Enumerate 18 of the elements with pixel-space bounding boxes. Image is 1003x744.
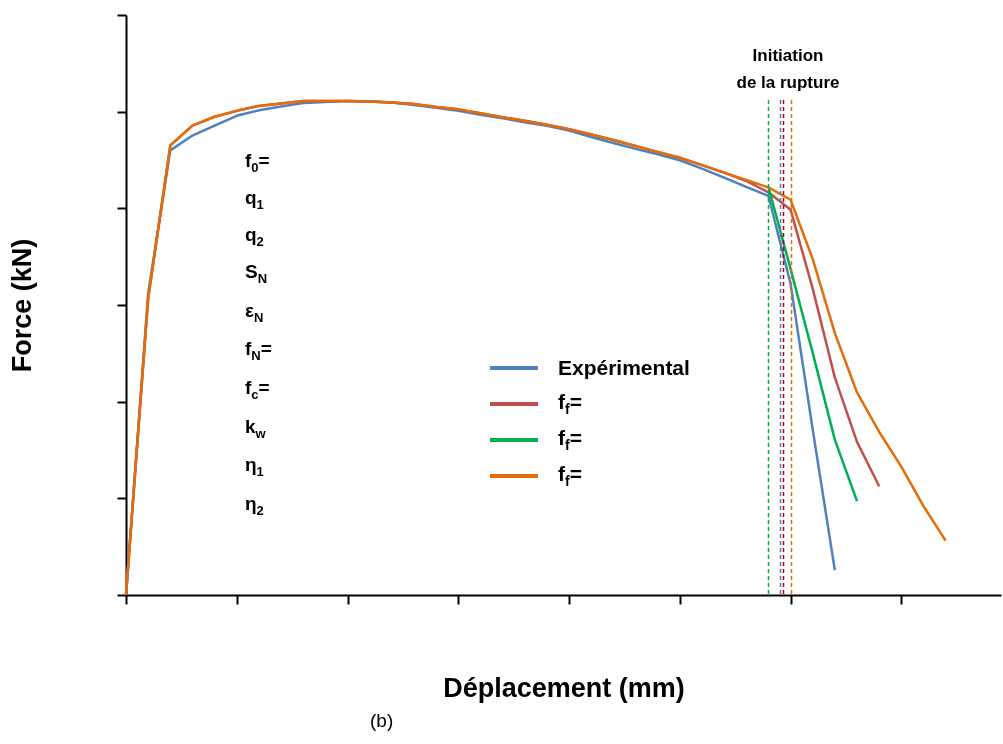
- legend-label: Expérimental: [558, 356, 690, 380]
- annotation: η$_{2}$: [245, 493, 264, 518]
- x-axis-title: Déplacement (mm): [443, 672, 685, 703]
- annotation: S$_{N}$: [245, 261, 268, 286]
- text: Initiation de la rupture: [735, 45, 841, 94]
- annotation: f$_{0}$=: [245, 150, 270, 175]
- annotation: q$_{2}$: [245, 224, 264, 249]
- text: (b): [370, 710, 394, 732]
- annotation: ε$_{N}$: [245, 300, 264, 325]
- legend-label: f$_{f}$=: [558, 390, 582, 418]
- annotation: q$_{1}$: [245, 187, 264, 212]
- annotation: f$_{c}$=: [245, 377, 270, 402]
- annotation: f$_{N}$=: [245, 338, 272, 363]
- y-axis-title: Force (kN): [6, 238, 37, 373]
- annotation: η$_{1}$: [245, 454, 264, 479]
- legend-label: f$_{f}$=: [558, 462, 582, 490]
- annotation: k$_{w}$: [245, 416, 266, 441]
- legend-label: f$_{f}$=: [558, 426, 582, 454]
